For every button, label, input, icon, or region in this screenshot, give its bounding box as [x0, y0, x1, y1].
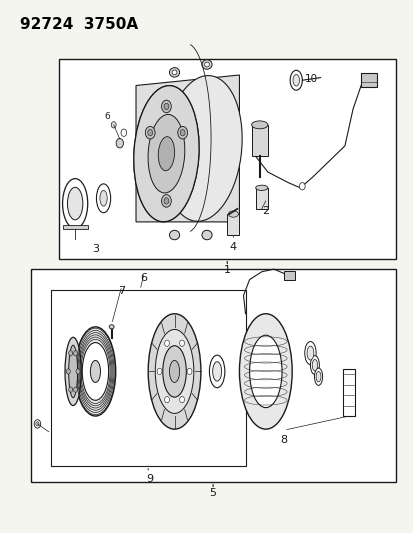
Ellipse shape [90, 360, 100, 383]
Circle shape [164, 340, 169, 346]
Circle shape [76, 369, 80, 374]
Text: 7: 7 [118, 286, 125, 296]
Ellipse shape [172, 70, 176, 75]
Ellipse shape [109, 325, 114, 329]
Ellipse shape [148, 314, 200, 429]
Bar [31, 269, 395, 482]
Ellipse shape [239, 314, 292, 429]
Ellipse shape [67, 187, 83, 220]
Ellipse shape [75, 327, 116, 416]
Ellipse shape [163, 76, 242, 221]
Ellipse shape [251, 121, 267, 129]
Circle shape [145, 126, 155, 139]
Circle shape [111, 122, 116, 128]
Bar [360, 74, 377, 86]
Ellipse shape [311, 359, 317, 371]
Bar [342, 369, 354, 416]
Text: 10: 10 [304, 74, 317, 84]
Ellipse shape [292, 75, 299, 86]
Ellipse shape [62, 179, 88, 229]
Ellipse shape [316, 372, 320, 382]
Ellipse shape [169, 360, 179, 383]
Text: 3: 3 [92, 245, 99, 254]
Circle shape [164, 198, 169, 204]
Ellipse shape [162, 346, 186, 397]
Bar [255, 188, 267, 209]
Ellipse shape [96, 184, 110, 213]
Ellipse shape [82, 343, 108, 400]
Ellipse shape [249, 335, 281, 408]
Ellipse shape [100, 190, 107, 206]
Circle shape [74, 387, 77, 392]
Circle shape [74, 351, 77, 356]
Ellipse shape [65, 337, 81, 406]
Circle shape [180, 130, 185, 136]
Circle shape [164, 397, 169, 403]
Circle shape [116, 139, 123, 148]
Circle shape [34, 419, 40, 428]
Text: 9: 9 [146, 474, 153, 484]
Circle shape [69, 351, 73, 356]
Circle shape [121, 129, 126, 136]
Ellipse shape [158, 136, 174, 171]
Ellipse shape [304, 342, 316, 365]
Ellipse shape [290, 70, 301, 90]
Ellipse shape [202, 60, 211, 69]
Ellipse shape [204, 62, 209, 67]
Text: 92724  3750A: 92724 3750A [20, 17, 138, 33]
Circle shape [299, 183, 304, 190]
Ellipse shape [314, 368, 322, 385]
Text: 8: 8 [280, 435, 287, 446]
Circle shape [187, 368, 192, 375]
Ellipse shape [169, 68, 179, 77]
Ellipse shape [209, 355, 224, 387]
Circle shape [161, 195, 171, 207]
Circle shape [69, 387, 73, 392]
Text: 2: 2 [261, 206, 269, 216]
Text: 5: 5 [209, 488, 216, 498]
Bar [62, 224, 88, 229]
Ellipse shape [155, 329, 193, 414]
Ellipse shape [148, 115, 184, 193]
Bar [227, 214, 239, 235]
Circle shape [36, 422, 39, 426]
Text: 4: 4 [229, 243, 236, 252]
Bar [283, 271, 295, 280]
Ellipse shape [306, 346, 313, 360]
Circle shape [179, 340, 184, 346]
Text: 6: 6 [140, 273, 147, 283]
Ellipse shape [133, 86, 199, 222]
Ellipse shape [212, 362, 221, 381]
Polygon shape [136, 75, 239, 222]
Bar [59, 59, 395, 259]
Circle shape [157, 368, 161, 375]
Circle shape [179, 397, 184, 403]
Ellipse shape [133, 86, 199, 222]
Ellipse shape [310, 356, 318, 375]
Ellipse shape [169, 230, 179, 240]
Bar [51, 290, 245, 466]
Ellipse shape [255, 185, 267, 190]
Text: 1: 1 [223, 265, 230, 275]
Circle shape [177, 126, 187, 139]
Circle shape [66, 369, 70, 374]
Circle shape [164, 103, 169, 110]
Bar [251, 125, 267, 156]
Circle shape [161, 100, 171, 113]
Ellipse shape [69, 345, 77, 398]
Ellipse shape [228, 211, 238, 217]
Ellipse shape [202, 230, 211, 240]
Circle shape [147, 130, 152, 136]
Ellipse shape [148, 115, 184, 193]
Text: 6: 6 [104, 111, 110, 120]
